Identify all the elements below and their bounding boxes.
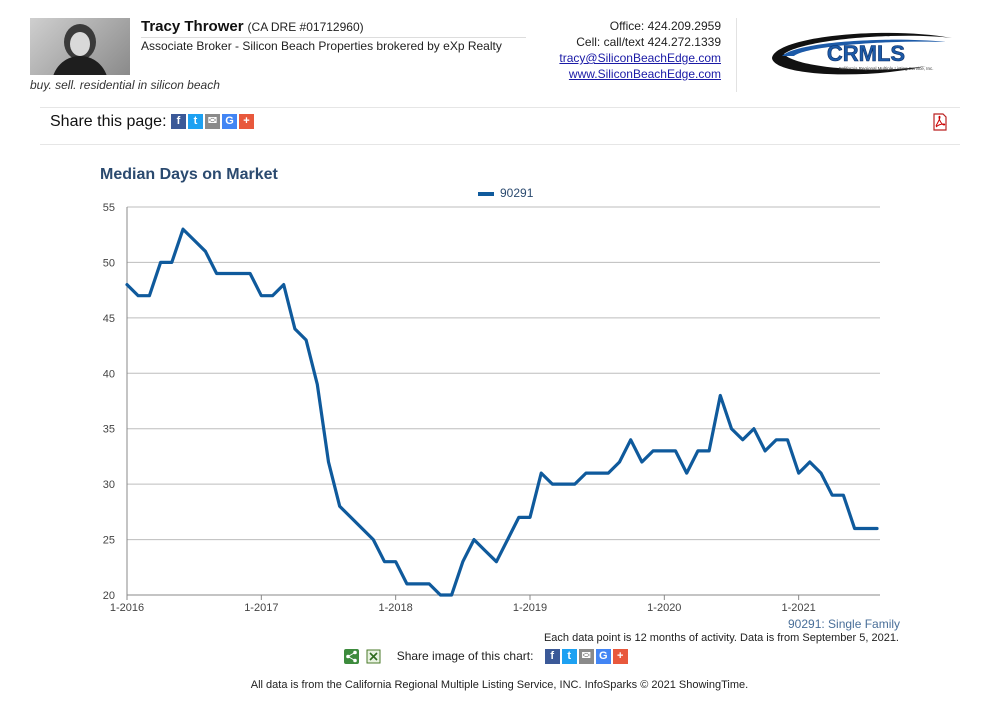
x-tick-label: 1-2018 — [379, 602, 413, 614]
agent-divider — [141, 37, 526, 38]
share-image-plus-icon[interactable]: + — [612, 649, 628, 665]
share-image-facebook-icon[interactable]: f — [544, 649, 560, 665]
twitter-icon[interactable]: t — [187, 114, 203, 130]
pdf-icon[interactable] — [932, 113, 948, 131]
facebook-icon[interactable]: f — [170, 114, 186, 130]
website-link[interactable]: www.SiliconBeachEdge.com — [568, 67, 721, 81]
chart-title: Median Days on Market — [100, 166, 278, 183]
footer: All data is from the California Regional… — [250, 679, 749, 691]
y-tick-label: 45 — [103, 313, 115, 325]
share-image-email-icon[interactable]: ✉ — [578, 649, 594, 665]
data-note: Each data point is 12 months of activity… — [543, 632, 899, 644]
logo-text: CRMLS — [827, 41, 905, 66]
contact-block: Office: 424.209.2959 Cell: call/text 424… — [559, 18, 721, 82]
share-image-label: Share image of this chart: — [396, 649, 534, 663]
share-icon[interactable] — [344, 649, 359, 665]
y-tick-label: 25 — [103, 535, 115, 547]
legend-entry: 90291 — [500, 186, 534, 200]
agent-name-block: Tracy Thrower (CA DRE #01712960) — [141, 18, 364, 35]
x-tick-label: 1-2019 — [513, 602, 547, 614]
agent-photo — [30, 18, 130, 75]
agent-title: Associate Broker - Silicon Beach Propert… — [141, 39, 502, 53]
share-image-row: Share image of this chart: f t ✉ G + — [344, 649, 630, 665]
x-tick-label: 1-2020 — [647, 602, 681, 614]
email-icon[interactable]: ✉ — [204, 114, 220, 130]
agent-name: Tracy Thrower — [141, 18, 244, 35]
x-tick-label: 1-2017 — [244, 602, 278, 614]
share-image-google-icon[interactable]: G — [595, 649, 611, 665]
plus-icon[interactable]: + — [238, 114, 254, 130]
header-divider — [736, 18, 737, 92]
series-note: 90291: Single Family — [788, 617, 901, 631]
cell-phone: Cell: call/text 424.272.1339 — [576, 35, 721, 49]
series-line-90291 — [125, 227, 879, 597]
y-tick-label: 55 — [103, 202, 115, 214]
y-tick-label: 50 — [103, 257, 115, 269]
google-icon[interactable]: G — [221, 114, 237, 130]
crmls-logo: CRMLS California Regional Multiple Listi… — [772, 32, 952, 75]
agent-dre: (CA DRE #01712960) — [247, 20, 364, 34]
header-rule — [40, 107, 960, 108]
logo-subtext: California Regional Multiple Listing Ser… — [838, 66, 933, 71]
chart-legend: 90291 — [478, 186, 533, 200]
y-tick-label: 40 — [103, 368, 115, 380]
share-page-row: Share this page: f t ✉ G + — [50, 113, 256, 131]
y-tick-label: 20 — [103, 590, 115, 602]
y-tick-label: 35 — [103, 424, 115, 436]
tagline: buy. sell. residential in silicon beach — [30, 78, 220, 92]
share-image-twitter-icon[interactable]: t — [561, 649, 577, 665]
share-page-label: Share this page: — [50, 113, 167, 130]
legend-swatch — [478, 191, 494, 196]
x-tick-label: 1-2016 — [110, 602, 144, 614]
excel-icon[interactable] — [366, 649, 381, 664]
x-tick-label: 1-2021 — [782, 602, 816, 614]
office-phone: Office: 424.209.2959 — [609, 19, 721, 33]
share-rule — [40, 144, 960, 145]
email-link[interactable]: tracy@SiliconBeachEdge.com — [559, 51, 721, 65]
y-tick-label: 30 — [103, 479, 115, 491]
